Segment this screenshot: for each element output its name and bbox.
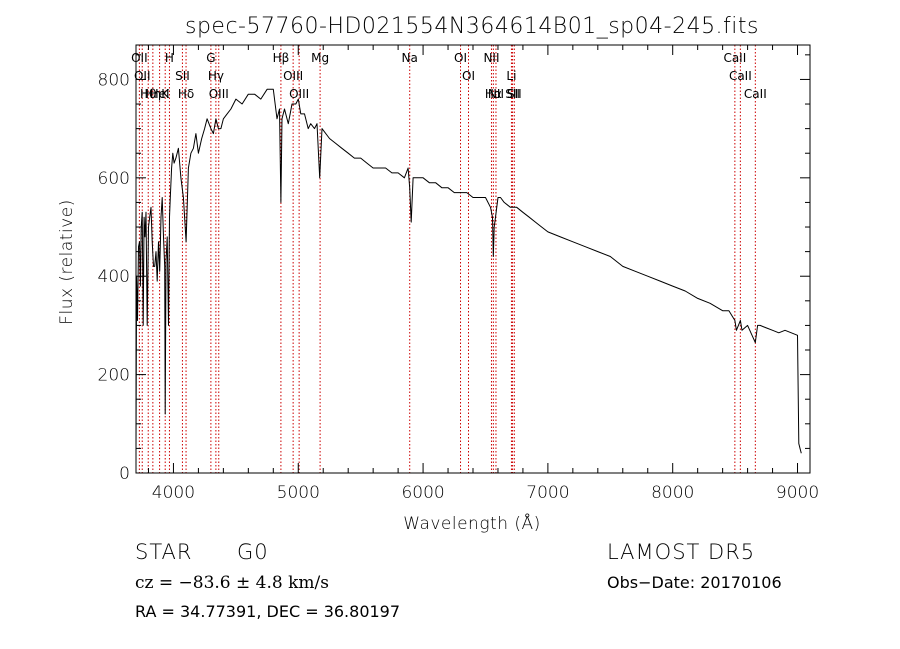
redshift-cz: cz = −83.6 ± 4.8 km/s	[135, 573, 329, 593]
y-tick-label: 200	[98, 366, 130, 386]
line-label: H	[165, 51, 174, 65]
x-tick-label: 6000	[401, 483, 444, 503]
line-label: SII	[507, 87, 522, 101]
plot-frame	[135, 44, 811, 474]
y-tick-label: 600	[98, 169, 130, 189]
line-label: Li	[506, 69, 516, 83]
y-tick-label: 400	[98, 267, 130, 287]
x-tick-label: 8000	[651, 483, 694, 503]
line-label: Hδ	[178, 87, 194, 101]
line-label: Mg	[311, 51, 329, 65]
line-label: OII	[131, 51, 148, 65]
line-label: Na	[402, 51, 418, 65]
x-tick-label: 4000	[152, 483, 195, 503]
y-tick-label: 0	[119, 464, 130, 484]
line-label: OIII	[289, 87, 309, 101]
line-label: OI	[454, 51, 467, 65]
object-subclass: G0	[237, 540, 269, 564]
line-label: SII	[505, 87, 520, 101]
y-axis: 0 200 400 600 800	[98, 54, 810, 484]
y-axis-label: Flux (relative)	[57, 199, 77, 325]
line-label: Hγ	[208, 69, 224, 83]
line-label: NII	[483, 51, 499, 65]
line-label: CaII	[744, 87, 767, 101]
line-label: Hα	[485, 87, 502, 101]
x-tick-label: 9000	[776, 483, 819, 503]
line-markers	[138, 45, 756, 473]
chart-title: spec-57760-HD021554N364614B01_sp04-245.f…	[185, 14, 759, 39]
line-label: Hη	[145, 87, 162, 101]
line-label: CaII	[723, 51, 746, 65]
x-tick-label: 5000	[277, 483, 320, 503]
line-label: CaII	[729, 69, 752, 83]
line-label: G	[206, 51, 215, 65]
observation-date: Obs−Date: 20170106	[607, 573, 782, 592]
x-axis: 4000 5000 6000 7000 8000 9000	[147, 45, 819, 503]
line-label: OIII	[209, 87, 229, 101]
y-tick-label: 800	[98, 70, 130, 90]
line-label: Hθ	[140, 87, 156, 101]
line-label: OI	[462, 69, 475, 83]
line-label: NII	[488, 87, 504, 101]
x-axis-label: Wavelength (Å)	[403, 512, 541, 534]
line-label: OIII	[283, 69, 303, 83]
line-label: SII	[175, 69, 190, 83]
survey-name: LAMOST DR5	[607, 540, 756, 564]
line-label: Hβ	[273, 51, 290, 65]
line-label: K	[161, 87, 170, 101]
spectrum-series	[135, 88, 802, 454]
spectrum-line	[135, 88, 802, 454]
x-tick-label: 7000	[526, 483, 569, 503]
object-class: STAR	[135, 540, 193, 564]
ra-dec-coordinates: RA = 34.77391, DEC = 36.80197	[135, 602, 401, 621]
line-label: HeI	[150, 87, 170, 101]
